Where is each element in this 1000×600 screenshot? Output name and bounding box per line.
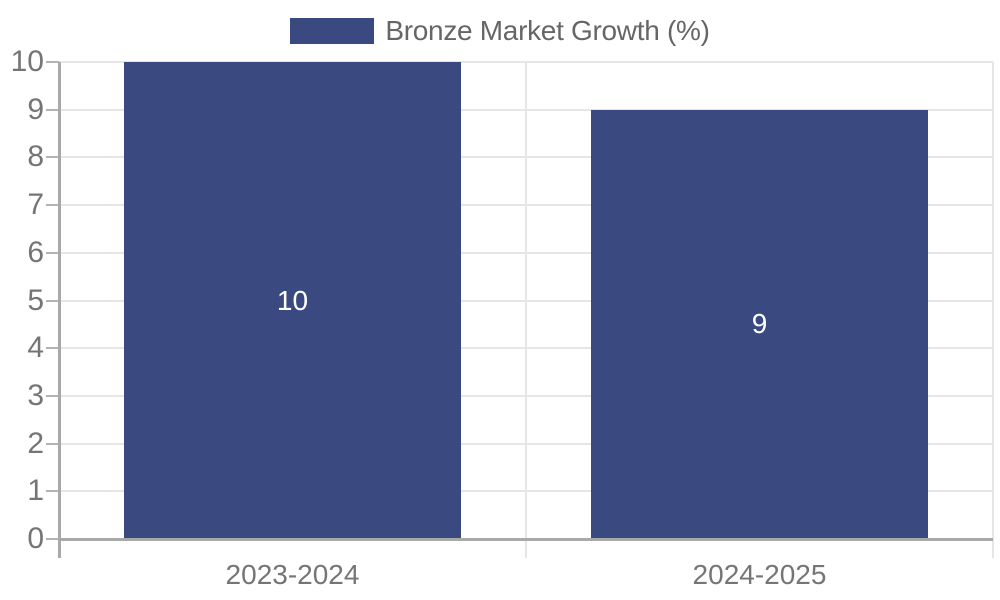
y-tick-mark	[46, 61, 59, 63]
y-tick-label: 8	[27, 140, 44, 174]
legend-swatch	[290, 18, 375, 44]
y-tick-mark	[46, 156, 59, 159]
x-tick-label: 2023-2024	[225, 559, 360, 590]
y-tick-mark	[46, 251, 59, 254]
y-tick-label: 3	[27, 378, 44, 412]
bar-value-label: 10	[276, 284, 309, 316]
y-tick-label: 7	[27, 188, 44, 222]
y-tick-mark	[46, 347, 59, 350]
y-tick-mark	[46, 108, 59, 111]
y-tick-label: 2	[27, 426, 44, 460]
y-tick-label: 6	[27, 235, 44, 269]
y-tick-mark	[46, 299, 59, 302]
x-gridline	[992, 62, 994, 558]
x-gridline	[525, 62, 527, 558]
y-tick-label: 5	[27, 283, 44, 317]
y-tick-mark	[46, 442, 59, 445]
legend-label: Bronze Market Growth (%)	[385, 15, 710, 46]
chart-legend[interactable]: Bronze Market Growth (%)	[0, 15, 1000, 47]
x-axis-line	[59, 537, 993, 541]
bar-value-label: 9	[751, 308, 768, 340]
y-tick-label: 0	[27, 522, 44, 555]
y-tick-label: 4	[27, 331, 44, 365]
y-tick-mark	[46, 204, 59, 207]
y-tick-mark	[46, 538, 59, 540]
y-tick-label: 9	[27, 92, 44, 126]
y-tick-label: 10	[10, 45, 44, 78]
bar[interactable]	[124, 62, 461, 539]
x-tick-label: 2024-2025	[692, 559, 827, 590]
y-tick-mark	[46, 490, 59, 493]
y-tick-mark	[46, 394, 59, 397]
y-axis-line	[57, 62, 61, 558]
bar[interactable]	[591, 109, 928, 539]
y-tick-label: 1	[27, 474, 44, 508]
